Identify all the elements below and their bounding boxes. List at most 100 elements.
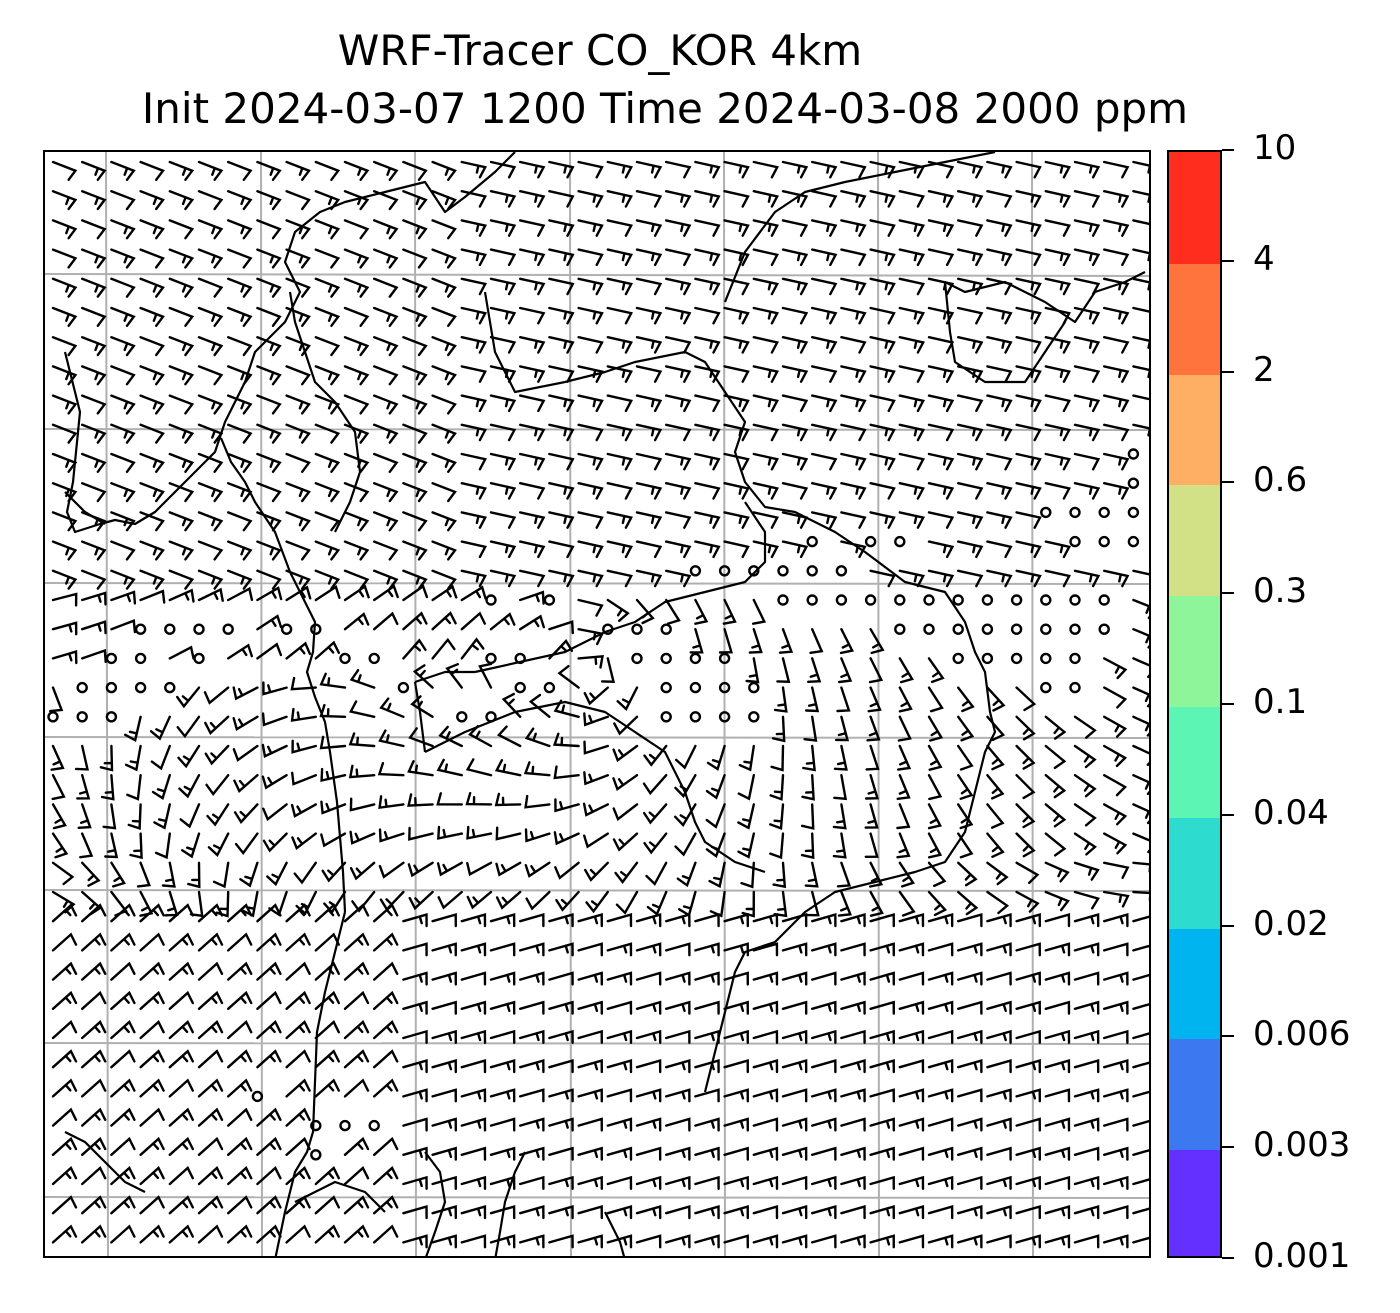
wind-barb — [285, 641, 312, 660]
wind-barb — [197, 394, 224, 415]
wind-barb — [548, 394, 575, 413]
wind-barb — [256, 1166, 282, 1186]
wind-barb — [197, 587, 224, 602]
wind-barb — [81, 990, 107, 1010]
wind-barb — [378, 828, 405, 843]
wind-barb — [1015, 423, 1042, 442]
wind-barb — [957, 890, 979, 916]
wind-barb — [833, 744, 848, 771]
wind-barb — [139, 1195, 165, 1215]
wind-barb — [694, 1059, 720, 1074]
wind-barb — [665, 942, 691, 957]
wind-barb — [124, 715, 142, 743]
wind-barb — [139, 482, 165, 503]
wind-barb — [811, 1175, 837, 1190]
wind-barb — [752, 1234, 779, 1249]
wind-barb — [81, 482, 107, 503]
wind-barb — [204, 715, 230, 735]
wind-barb — [548, 190, 575, 208]
wind-barb — [986, 715, 1006, 742]
wind-barb — [314, 219, 341, 240]
wind-barb — [189, 890, 204, 918]
wind-barb — [164, 890, 179, 917]
wind-barb — [402, 336, 428, 357]
wind-barb — [869, 1175, 895, 1190]
calm-wind-marker — [105, 681, 118, 694]
wind-barb — [705, 774, 726, 800]
wind-barb — [285, 306, 311, 327]
wind-barb — [781, 336, 809, 354]
wind-barb — [139, 569, 165, 590]
colorbar-tick-label: 0.6 — [1253, 460, 1308, 501]
wind-barb — [694, 913, 720, 928]
wind-barb — [840, 306, 867, 325]
wind-barb — [1015, 1234, 1041, 1249]
wind-barb — [460, 913, 487, 928]
calm-wind-marker — [689, 681, 702, 694]
wind-barb — [643, 744, 668, 767]
wind-barb — [373, 248, 399, 269]
calm-wind-marker — [1069, 681, 1081, 694]
wind-barb — [678, 890, 697, 917]
wind-barb — [139, 511, 165, 532]
wind-barb — [606, 306, 633, 325]
calm-wind-marker — [631, 623, 643, 635]
calm-wind-marker — [134, 623, 147, 635]
wind-barb — [1015, 803, 1036, 829]
wind-barb — [402, 219, 428, 240]
wind-barb — [349, 830, 376, 845]
wind-barb — [197, 1195, 224, 1215]
wind-barb — [1103, 219, 1130, 237]
wind-barb — [51, 1166, 78, 1186]
wind-barb — [751, 598, 767, 625]
wind-barb — [1103, 861, 1130, 879]
calm-wind-marker — [718, 652, 731, 665]
wind-barb — [489, 1000, 516, 1015]
wind-barb — [577, 190, 604, 208]
wind-barb — [986, 1059, 1012, 1074]
wind-barb — [898, 1234, 925, 1249]
wind-barb — [927, 1175, 954, 1190]
wind-barb — [227, 540, 253, 561]
wind-barb — [781, 1029, 808, 1044]
wind-barb — [869, 336, 896, 354]
wind-barb — [606, 569, 633, 588]
wind-barb — [665, 190, 692, 208]
wind-barb — [723, 1234, 749, 1249]
wind-barb — [1044, 160, 1071, 179]
calm-wind-marker — [193, 623, 205, 635]
wind-barb — [1073, 365, 1101, 383]
wind-barb — [665, 1029, 691, 1044]
wind-barb — [1132, 336, 1149, 349]
calm-wind-marker — [718, 681, 731, 694]
wind-barb — [256, 903, 282, 923]
wind-barb — [606, 1117, 633, 1132]
wind-barb — [408, 727, 434, 748]
wind-barb — [927, 336, 955, 354]
wind-barb — [548, 365, 575, 383]
wind-barb — [110, 569, 136, 590]
wind-barb — [986, 365, 1013, 383]
wind-barb — [110, 1078, 136, 1098]
wind-barb — [927, 1117, 954, 1132]
wind-barb — [227, 586, 254, 602]
wind-barb — [635, 1117, 662, 1132]
wind-barb — [805, 686, 820, 713]
wind-barb — [460, 511, 487, 529]
wind-barb — [689, 628, 704, 654]
wind-barb — [896, 774, 911, 800]
wind-barb — [807, 657, 822, 683]
calm-wind-marker — [164, 623, 176, 635]
calm-wind-marker — [806, 565, 818, 577]
wind-barb — [548, 482, 575, 500]
wind-barb — [1132, 1003, 1149, 1010]
wind-barb — [553, 831, 580, 846]
wind-barb — [460, 1088, 487, 1103]
wind-barb — [927, 861, 947, 888]
wind-barb — [1103, 365, 1130, 383]
wind-barb — [1073, 1029, 1100, 1044]
wind-barb — [460, 611, 486, 631]
wind-barb — [898, 1000, 925, 1015]
wind-barb — [723, 365, 750, 383]
wind-barb — [665, 482, 692, 500]
